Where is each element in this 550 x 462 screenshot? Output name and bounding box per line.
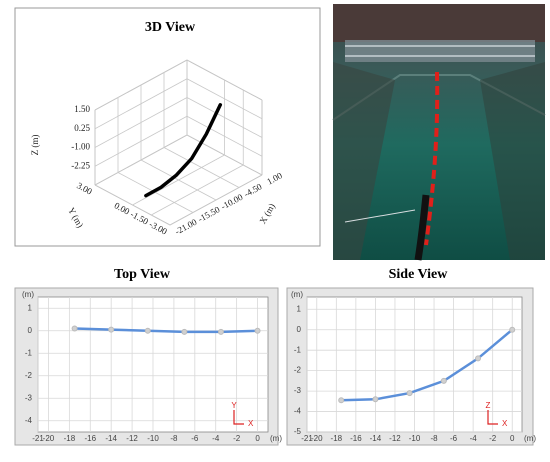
x-tick-label: -16	[350, 434, 362, 443]
series-line	[341, 328, 514, 402]
x-tick-label: -21	[301, 434, 313, 443]
grid-line	[94, 134, 188, 186]
x-tick-label: -10	[147, 434, 159, 443]
x-tick-label: -2	[489, 434, 497, 443]
grid-line	[94, 97, 188, 148]
x-tick-label: -8	[170, 434, 178, 443]
chart-title: Top View	[114, 267, 171, 282]
axis-marker	[233, 410, 244, 425]
y-tick-label: 0	[28, 326, 33, 335]
point	[440, 377, 447, 384]
y-tick-label: -5	[294, 427, 302, 436]
point	[338, 397, 345, 404]
curve-3d	[144, 103, 223, 198]
point	[108, 326, 115, 333]
axis-marker-vertical: Z	[486, 401, 491, 410]
grid-line	[132, 154, 225, 206]
y-tick-label: -2	[25, 371, 33, 380]
axis-marker	[487, 410, 498, 425]
grid-line	[94, 59, 188, 111]
x-tick-label: -12	[126, 434, 138, 443]
chart-title: Side View	[389, 267, 449, 282]
x-tick-label: -14	[370, 434, 382, 443]
photo	[332, 4, 546, 261]
point	[71, 325, 78, 332]
grid-line	[151, 164, 244, 216]
point	[475, 355, 482, 362]
x-tick-label: -20	[311, 434, 323, 443]
grid-line	[186, 78, 263, 120]
z-tick-label: -2.25	[71, 160, 90, 170]
axis-marker-horizontal: X	[248, 419, 254, 428]
x-tick-label: -8	[430, 434, 438, 443]
y-tick-label: 1	[297, 304, 302, 313]
y-unit: (m)	[22, 290, 34, 299]
z-axis-label: Z (m)	[30, 135, 40, 156]
x-tick-label: -2	[233, 434, 241, 443]
axis-marker-vertical: Y	[231, 401, 237, 410]
point	[144, 327, 151, 334]
grid-line	[94, 115, 188, 167]
grid-line	[169, 174, 263, 226]
x-tick-label: -21	[32, 434, 44, 443]
grid-line	[186, 59, 263, 101]
series-line	[74, 327, 258, 334]
z-tick-label: 0.25	[74, 123, 90, 133]
x-tick-label: 0	[510, 434, 515, 443]
z-tick-label: -1.00	[71, 142, 90, 152]
grid-line	[186, 97, 263, 138]
y-tick-label: -3	[25, 393, 33, 402]
point	[254, 327, 261, 334]
grid-line	[94, 78, 188, 130]
y-tick-label: -1	[294, 345, 302, 354]
y-tick-label: 1	[28, 303, 33, 312]
grid-line	[186, 115, 263, 157]
y-tick-label: -2	[294, 366, 302, 375]
point	[181, 328, 188, 335]
x-tick-label: -4	[470, 434, 478, 443]
x-unit: (m)	[524, 434, 536, 443]
x-tick-label: -20	[43, 434, 55, 443]
x-tick-label: -6	[191, 434, 199, 443]
x-tick-label: -10	[409, 434, 421, 443]
axis-marker-horizontal: X	[502, 419, 508, 428]
x-tick-label: -12	[389, 434, 401, 443]
y-tick-label: 0	[297, 325, 302, 334]
x-unit: (m)	[270, 434, 282, 443]
x-tick-label: -18	[331, 434, 343, 443]
x-tick-label: 0	[255, 434, 260, 443]
y-tick-label: -4	[25, 416, 33, 425]
y-tick-label: -1	[25, 348, 33, 357]
y-tick-label: -4	[294, 407, 302, 416]
x-tick-label: -14	[105, 434, 117, 443]
y-unit: (m)	[291, 290, 303, 299]
point	[406, 390, 413, 397]
x-tick-label: -16	[84, 434, 96, 443]
x-tick-label: -18	[64, 434, 76, 443]
chart-title: 3D View	[145, 20, 196, 35]
x-tick-label: -4	[212, 434, 220, 443]
z-tick-label: 1.50	[74, 104, 90, 114]
y-tick-label: -3	[294, 386, 302, 395]
point	[509, 326, 516, 333]
point	[217, 328, 224, 335]
point	[372, 396, 379, 403]
x-tick-label: -6	[450, 434, 458, 443]
